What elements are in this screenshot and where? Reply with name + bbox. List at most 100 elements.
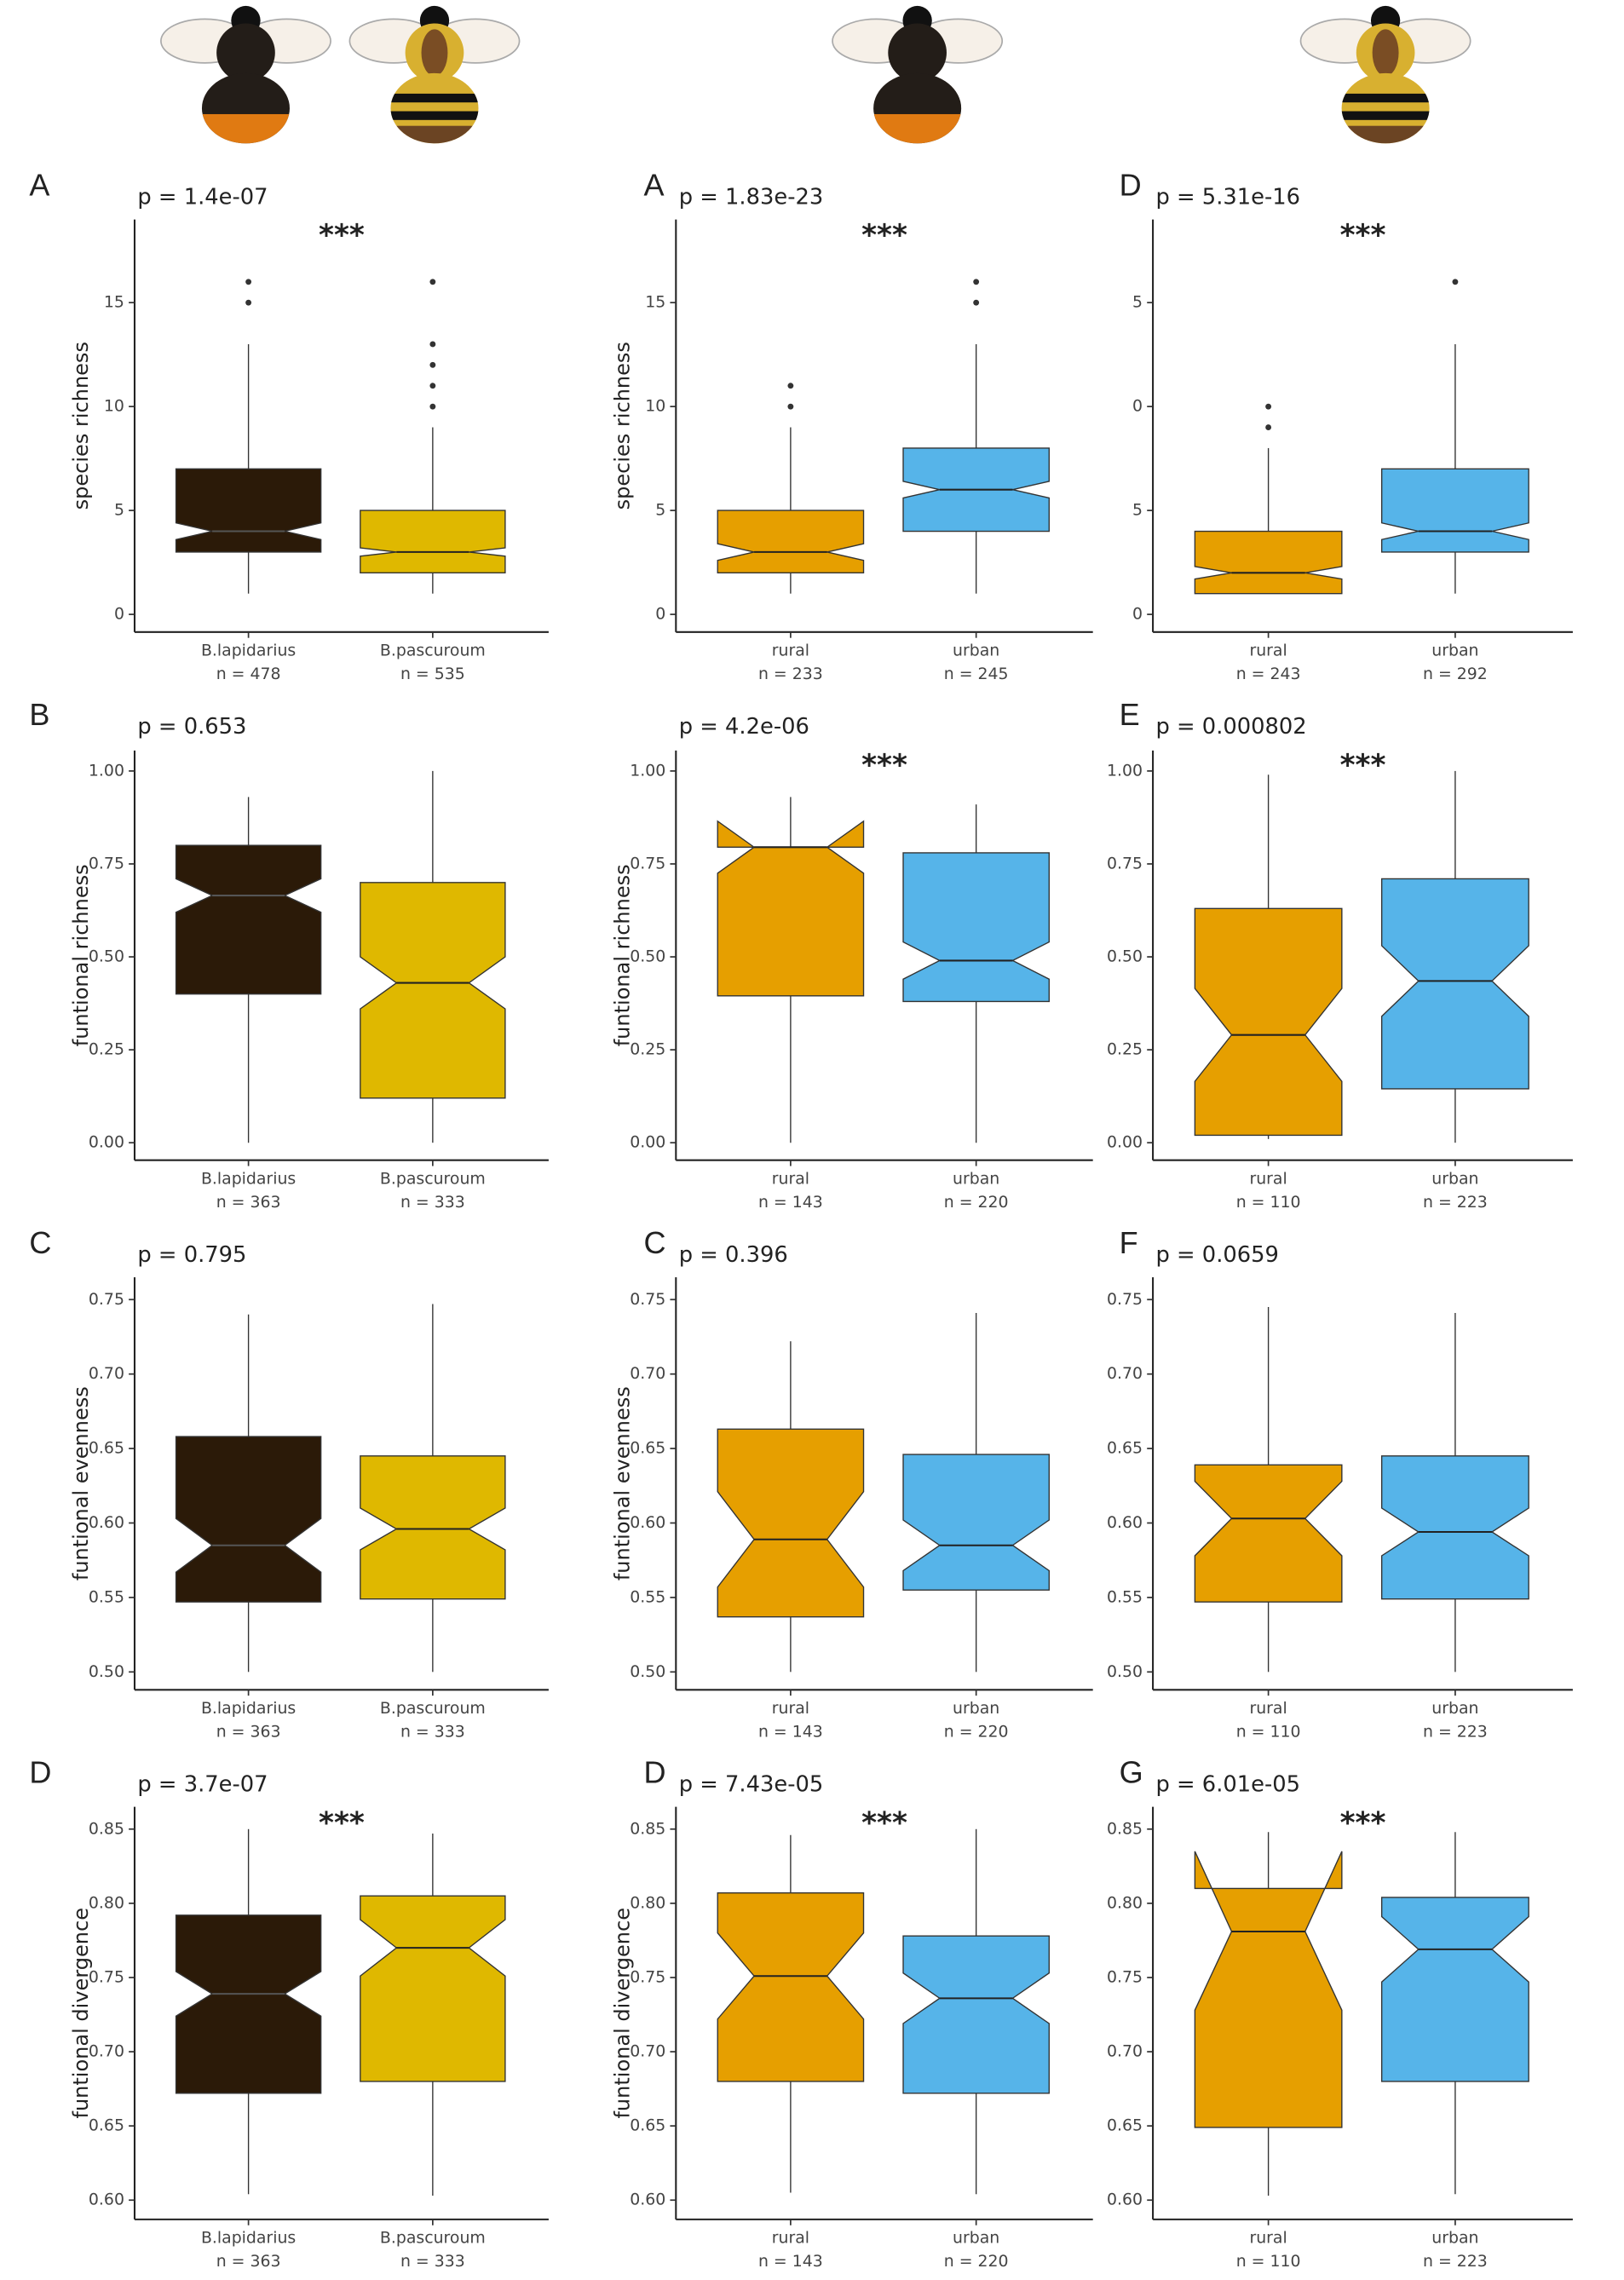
box bbox=[1380, 878, 1529, 1090]
x-tick-label: B.pascuroum bbox=[380, 2229, 486, 2248]
y-tick-label: 0.75 bbox=[630, 1290, 665, 1309]
panel-letter: D bbox=[644, 1754, 666, 1789]
n-label: n = 220 bbox=[944, 1193, 1009, 1212]
significance-stars: *** bbox=[861, 1806, 907, 1840]
y-tick-label: 5 bbox=[655, 501, 665, 520]
outlier-point bbox=[429, 403, 436, 410]
x-tick-label: rural bbox=[1249, 1170, 1287, 1189]
y-tick-label: 0.50 bbox=[630, 947, 665, 966]
x-tick-label: rural bbox=[772, 1699, 809, 1718]
n-label: n = 220 bbox=[944, 1723, 1009, 1742]
n-label: n = 110 bbox=[1236, 2252, 1301, 2271]
y-tick-label: 1.00 bbox=[1107, 761, 1143, 780]
y-tick-label: 0.60 bbox=[89, 2191, 124, 2209]
n-label: n = 223 bbox=[1423, 1723, 1488, 1742]
y-tick-label: 0.85 bbox=[1107, 1819, 1143, 1838]
y-tick-label: 0.50 bbox=[630, 1662, 665, 1681]
y-tick-label: 0.50 bbox=[1107, 947, 1143, 966]
y-tick-label: 0.75 bbox=[1107, 1967, 1143, 1986]
y-tick-label: 0.80 bbox=[630, 1893, 665, 1912]
bee-icon-pascuorum bbox=[348, 5, 521, 144]
box bbox=[360, 882, 506, 1099]
y-tick-label: 0.60 bbox=[89, 1513, 124, 1532]
n-label: n = 223 bbox=[1423, 1193, 1488, 1212]
y-tick-label: 0.75 bbox=[630, 854, 665, 872]
y-tick-label: 0.60 bbox=[630, 1513, 665, 1532]
y-tick-label: 0.80 bbox=[1107, 1893, 1143, 1912]
y-tick-label: 5 bbox=[1132, 501, 1143, 520]
box bbox=[902, 1454, 1050, 1591]
box bbox=[175, 468, 322, 553]
y-tick-label: 1.00 bbox=[630, 761, 665, 780]
panel-letter: C bbox=[29, 1225, 51, 1260]
x-tick-label: B.pascuroum bbox=[380, 642, 486, 660]
x-tick-label: B.pascuroum bbox=[380, 1170, 486, 1189]
y-tick-label: 0.55 bbox=[1107, 1587, 1143, 1606]
x-tick-label: urban bbox=[1431, 2229, 1478, 2248]
panel-letter: D bbox=[29, 1754, 51, 1789]
x-tick-label: rural bbox=[772, 642, 809, 660]
x-tick-label: B.lapidarius bbox=[201, 1170, 296, 1189]
n-label: n = 363 bbox=[216, 1723, 281, 1742]
box bbox=[1194, 907, 1343, 1137]
box bbox=[360, 510, 506, 573]
y-tick-label: 15 bbox=[645, 293, 665, 312]
x-tick-label: urban bbox=[953, 2229, 999, 2248]
n-label: n = 363 bbox=[216, 2252, 281, 2271]
p-value-label: p = 5.31e-16 bbox=[1156, 184, 1301, 210]
box bbox=[717, 510, 865, 573]
box bbox=[175, 1436, 322, 1603]
y-tick-label: 0.60 bbox=[1107, 1513, 1143, 1532]
y-axis-title: funtional divergence bbox=[69, 1908, 93, 2119]
bee-icon-lapidarius bbox=[832, 5, 1004, 144]
p-value-label: p = 0.653 bbox=[137, 714, 246, 740]
n-label: n = 292 bbox=[1423, 665, 1488, 683]
y-tick-label: 0.50 bbox=[1107, 1662, 1143, 1681]
p-value-label: p = 0.795 bbox=[137, 1242, 246, 1268]
y-tick-label: 0.85 bbox=[630, 1819, 665, 1838]
y-tick-label: 0.25 bbox=[89, 1040, 124, 1059]
y-tick-label: 0.65 bbox=[89, 1439, 124, 1458]
panel-letter: E bbox=[1120, 697, 1140, 732]
outlier-point bbox=[973, 299, 980, 306]
n-label: n = 110 bbox=[1236, 1193, 1301, 1212]
y-tick-label: 0.60 bbox=[1107, 2191, 1143, 2209]
y-tick-label: 0.25 bbox=[630, 1040, 665, 1059]
y-tick-label: 5 bbox=[114, 501, 124, 520]
y-tick-label: 0.70 bbox=[1107, 2042, 1143, 2061]
panel-letter: C bbox=[644, 1225, 666, 1260]
y-tick-label: 1.00 bbox=[89, 761, 124, 780]
x-tick-label: rural bbox=[1249, 2229, 1287, 2248]
significance-stars: *** bbox=[319, 1806, 365, 1840]
outlier-point bbox=[787, 383, 794, 389]
significance-stars: *** bbox=[319, 219, 365, 253]
n-label: n = 243 bbox=[1236, 665, 1301, 683]
outlier-point bbox=[429, 383, 436, 389]
outlier-point bbox=[1452, 279, 1459, 285]
box bbox=[717, 1892, 865, 2082]
bee-icon-lapidarius bbox=[160, 5, 331, 144]
p-value-label: p = 0.0659 bbox=[1156, 1242, 1279, 1268]
box bbox=[175, 1914, 322, 2094]
y-tick-label: 0.55 bbox=[630, 1587, 665, 1606]
y-tick-label: 0.65 bbox=[1107, 1439, 1143, 1458]
y-tick-label: 0.65 bbox=[630, 2116, 665, 2135]
panel-letter: A bbox=[29, 167, 49, 202]
x-tick-label: urban bbox=[953, 642, 999, 660]
y-tick-label: 0.50 bbox=[89, 947, 124, 966]
significance-stars: *** bbox=[861, 748, 907, 782]
outlier-point bbox=[1265, 403, 1272, 410]
x-tick-label: urban bbox=[953, 1170, 999, 1189]
x-tick-label: rural bbox=[1249, 642, 1287, 660]
box bbox=[1194, 530, 1343, 595]
box bbox=[175, 844, 322, 995]
y-axis-title: funtional evenness bbox=[69, 1386, 93, 1580]
x-tick-label: urban bbox=[1431, 642, 1478, 660]
outlier-point bbox=[787, 403, 794, 410]
outlier-point bbox=[973, 279, 980, 285]
outlier-point bbox=[245, 279, 252, 285]
box bbox=[902, 852, 1050, 1003]
y-tick-label: 0.00 bbox=[89, 1133, 124, 1152]
y-tick-label: 0.70 bbox=[1107, 1364, 1143, 1383]
